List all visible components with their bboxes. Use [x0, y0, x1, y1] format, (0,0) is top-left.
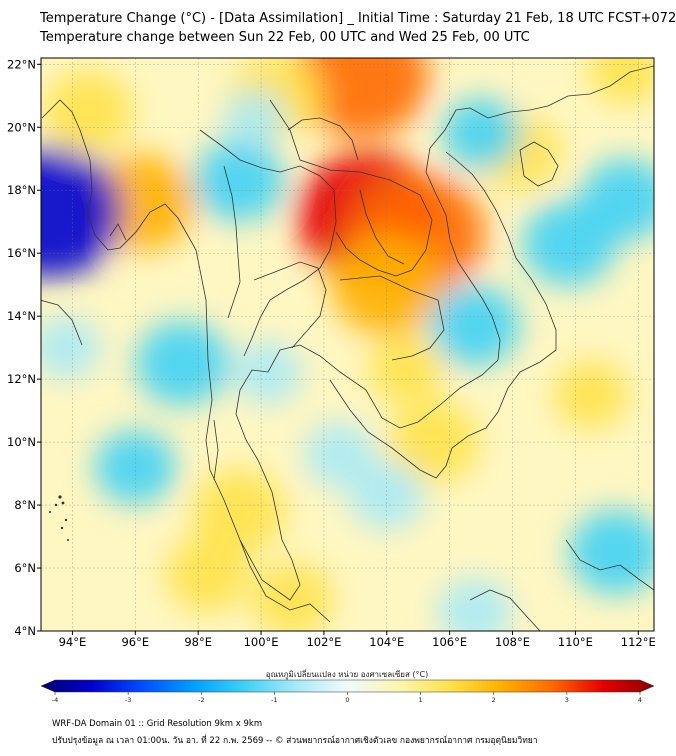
lat-label: 8°N [14, 498, 36, 512]
lon-label: 102°E [306, 635, 341, 649]
lon-label: 94°E [59, 635, 87, 649]
graticule [41, 58, 654, 631]
colorbar-tick-label: -3 [125, 696, 131, 704]
anomaly-blob-16 [193, 139, 285, 222]
lon-label: 112°E [621, 635, 656, 649]
colorbar-label: อุณหภูมิเปลี่ยนแปลง หน่วย องศาเซลเซียส (… [266, 668, 428, 680]
lat-label: 22°N [7, 57, 36, 71]
anomaly-blob-15 [41, 147, 122, 278]
anomaly-blob-10 [252, 562, 333, 631]
anomaly-blob-29 [223, 89, 287, 147]
colorbar-tick-label: -2 [198, 696, 204, 704]
anomaly-blob-7 [192, 468, 286, 554]
anomaly-blob-21 [580, 158, 654, 241]
longitude-labels: 94°E 96°E 98°E 100°E 102°E 104°E 106°E 108°E 110… [59, 631, 656, 649]
lon-label: 98°E [184, 635, 212, 649]
lat-label: 14°N [7, 309, 36, 323]
anomaly-blob-2 [295, 58, 429, 138]
lat-label: 6°N [14, 561, 36, 575]
lat-label: 18°N [7, 183, 36, 197]
colorbar-tick-label: 1 [419, 696, 423, 704]
colorbar-tick-label: 3 [565, 696, 569, 704]
temperature-field [41, 58, 654, 631]
anomaly-blob-8 [165, 536, 250, 613]
anomaly-blob-12 [553, 360, 629, 429]
colorbar-tick-label: 0 [345, 696, 349, 704]
map-title: Temperature Change (°C) - [Data Assimila… [40, 11, 676, 26]
lat-label: 4°N [14, 624, 36, 638]
anomaly-blob-6 [43, 70, 134, 153]
anomaly-blob-27 [41, 316, 101, 379]
lon-label: 100°E [244, 635, 279, 649]
colorbar-tick-label: -1 [271, 696, 277, 704]
anomaly-blob-25 [569, 509, 654, 595]
colorbar-tick-label: 4 [638, 696, 642, 704]
latitude-labels: 22°N 20°N 18°N 16°N 14°N 12°N 10°N 8°N 6°N 4°N [7, 57, 41, 638]
lon-label: 104°E [369, 635, 404, 649]
lon-label: 110°E [558, 635, 593, 649]
lat-label: 12°N [7, 372, 36, 386]
colorbar-tick-label: -4 [52, 696, 58, 704]
lon-label: 106°E [432, 635, 467, 649]
footer-credit: ปรับปรุงข้อมูล ณ เวลา 01:00น. วัน อา. ที… [52, 736, 538, 746]
anomaly-blob-28 [233, 341, 302, 405]
map-subtitle: Temperature change between Sun 22 Feb, 0… [40, 30, 530, 45]
map-background [41, 58, 654, 631]
anomaly-blob-23 [303, 422, 376, 488]
footer-model-info: WRF-DA Domain 01 :: Grid Resolution 9km … [52, 719, 263, 729]
lon-label: 108°E [495, 635, 530, 649]
colorbar [40, 679, 655, 693]
anomaly-blob-13 [588, 58, 654, 105]
colorbar-tick-label: 2 [492, 696, 496, 704]
lat-label: 10°N [7, 435, 36, 449]
map-frame [40, 57, 655, 632]
lat-label: 20°N [7, 120, 36, 134]
colorbar-ticks: -4 -3 -2 -1 0 1 2 3 4 [52, 692, 642, 704]
lat-label: 16°N [7, 246, 36, 260]
coastline-borders [41, 65, 654, 631]
anomaly-blob-19 [429, 284, 520, 367]
anomaly-blob-24 [442, 98, 521, 169]
lon-label: 96°E [121, 635, 149, 649]
anomaly-blob-17 [135, 320, 230, 406]
islands [49, 495, 69, 541]
